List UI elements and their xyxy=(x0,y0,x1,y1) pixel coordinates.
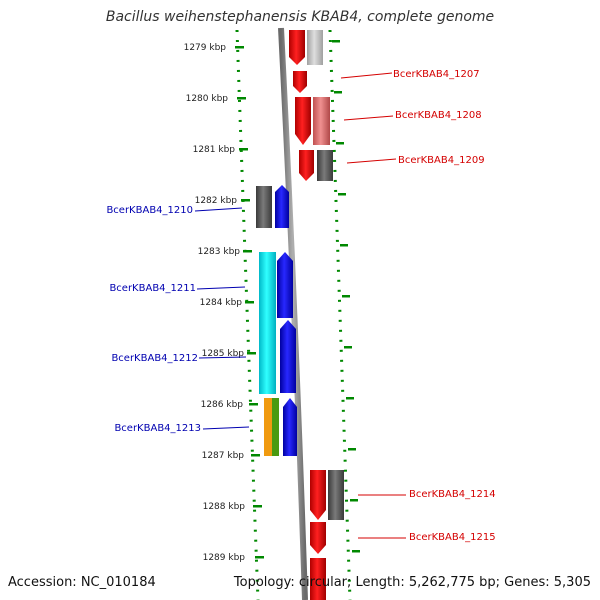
gene-label[interactable]: BcerKBAB4_1207 xyxy=(393,69,480,80)
tick-mark xyxy=(235,46,244,49)
gene-block-homolog[interactable] xyxy=(272,398,279,456)
gene-block-homolog[interactable] xyxy=(317,150,333,181)
tick-mark xyxy=(350,499,358,502)
tick-mark xyxy=(241,199,250,202)
tick-label: 1288 kbp xyxy=(203,502,246,512)
gene-label[interactable]: BcerKBAB4_1215 xyxy=(409,532,496,543)
gene-block-homolog[interactable] xyxy=(264,398,272,456)
tick-mark xyxy=(342,295,350,298)
tick-label: 1280 kbp xyxy=(186,94,229,104)
genome-backbone xyxy=(278,27,308,600)
gene-arrow-reverse[interactable] xyxy=(275,185,289,228)
tick-mark xyxy=(247,352,256,355)
label-leader-line xyxy=(198,356,247,359)
tick-mark xyxy=(352,550,360,553)
outer-track-left xyxy=(235,29,260,600)
tick-label: 1287 kbp xyxy=(202,451,245,461)
gene-arrow-forward[interactable] xyxy=(310,558,326,600)
genome-summary-text: Topology: circular; Length: 5,262,775 bp… xyxy=(233,575,591,590)
genome-title: Bacillus weihenstephanensis KBAB4, compl… xyxy=(105,9,495,25)
gene-block-homolog[interactable] xyxy=(256,186,272,228)
gene-arrow-forward[interactable] xyxy=(295,97,311,145)
tick-label: 1289 kbp xyxy=(203,553,246,563)
gene-block-homolog[interactable] xyxy=(328,470,344,520)
tick-mark xyxy=(346,397,354,400)
gene-label[interactable]: BcerKBAB4_1214 xyxy=(409,489,496,500)
gene-arrow-forward[interactable] xyxy=(310,470,326,520)
tick-mark xyxy=(239,148,248,151)
gene-label[interactable]: BcerKBAB4_1212 xyxy=(111,353,198,364)
tick-mark xyxy=(332,40,340,43)
gene-arrow-reverse[interactable] xyxy=(283,398,297,456)
tick-label: 1285 kbp xyxy=(202,349,245,359)
tick-label: 1284 kbp xyxy=(200,298,243,308)
label-leader-line xyxy=(346,158,397,164)
gene-label[interactable]: BcerKBAB4_1213 xyxy=(114,423,201,434)
gene-arrow-reverse[interactable] xyxy=(277,252,293,318)
gene-arrow-forward[interactable] xyxy=(310,522,326,554)
label-leader-line xyxy=(196,286,246,290)
tick-mark xyxy=(253,505,262,508)
label-leader-line xyxy=(343,115,394,121)
gene-block-homolog[interactable] xyxy=(307,30,323,65)
tick-mark xyxy=(340,244,348,247)
tick-mark xyxy=(245,301,254,304)
gene-label[interactable]: BcerKBAB4_1211 xyxy=(109,283,196,294)
gene-arrow-forward[interactable] xyxy=(299,150,314,181)
gene-arrow-forward[interactable] xyxy=(289,30,305,65)
tick-mark xyxy=(344,346,352,349)
gene-arrow-reverse[interactable] xyxy=(280,320,296,393)
tick-mark xyxy=(255,556,264,559)
tick-label: 1283 kbp xyxy=(198,247,241,257)
tick-mark xyxy=(249,403,258,406)
tick-mark xyxy=(237,97,246,100)
label-leader-line xyxy=(202,426,250,430)
gene-label[interactable]: BcerKBAB4_1209 xyxy=(398,155,485,166)
ruler-ticks xyxy=(235,40,360,559)
tick-label: 1279 kbp xyxy=(184,43,227,53)
gene-label[interactable]: BcerKBAB4_1208 xyxy=(395,110,482,121)
tick-mark xyxy=(338,193,346,196)
gene-label[interactable]: BcerKBAB4_1210 xyxy=(106,205,193,216)
outer-track-right xyxy=(328,29,352,600)
label-leader-line xyxy=(340,72,393,79)
accession-text: Accession: NC_010184 xyxy=(8,575,156,590)
tick-label: 1281 kbp xyxy=(193,145,236,155)
gene-arrow-forward[interactable] xyxy=(293,71,307,93)
gene-block-homolog[interactable] xyxy=(313,97,330,145)
tick-mark xyxy=(243,250,252,253)
tick-mark xyxy=(336,142,344,145)
tick-mark xyxy=(348,448,356,451)
tick-label: 1282 kbp xyxy=(195,196,238,206)
label-leader-line xyxy=(194,207,243,212)
tick-label: 1286 kbp xyxy=(201,400,244,410)
tick-mark xyxy=(251,454,260,457)
tick-mark xyxy=(334,91,342,94)
gene-block-homolog[interactable] xyxy=(259,252,276,394)
